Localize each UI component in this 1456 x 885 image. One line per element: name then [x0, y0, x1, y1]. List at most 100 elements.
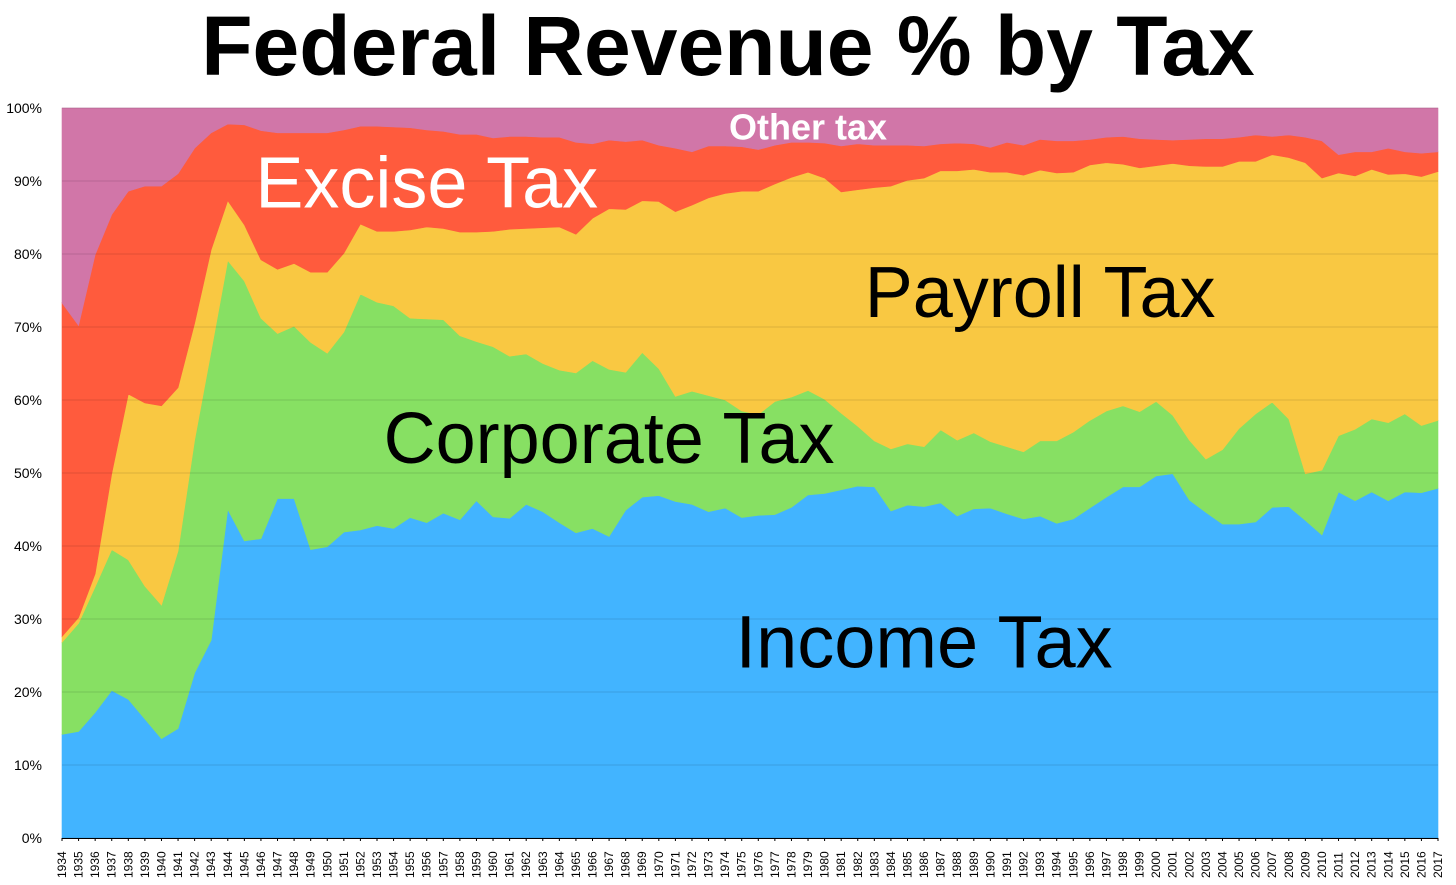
x-tick-label: 2013: [1365, 851, 1379, 878]
other-tax-label: Other tax: [729, 106, 887, 147]
x-tick-label: 1953: [370, 851, 384, 878]
x-tick-label: 2001: [1166, 851, 1180, 878]
x-tick-label: 2003: [1199, 851, 1213, 878]
chart-title: Federal Revenue % by Tax: [201, 0, 1255, 93]
x-tick-label: 1976: [751, 851, 765, 878]
x-tick-label: 1996: [1083, 851, 1097, 878]
x-tick-label: 2010: [1315, 851, 1329, 878]
y-tick-label: 80%: [14, 246, 42, 262]
x-tick-label: 1987: [934, 851, 948, 878]
x-tick-label: 1946: [254, 851, 268, 878]
x-tick-label: 2012: [1348, 851, 1362, 878]
x-tick-label: 1985: [900, 851, 914, 878]
x-tick-label: 1949: [304, 851, 318, 878]
x-tick-label: 1986: [917, 851, 931, 878]
x-tick-label: 1943: [204, 851, 218, 878]
y-tick-label: 90%: [14, 173, 42, 189]
y-tick-label: 20%: [14, 684, 42, 700]
x-tick-label: 1956: [420, 851, 434, 878]
x-tick-label: 1961: [503, 851, 517, 878]
y-tick-label: 30%: [14, 611, 42, 627]
gridlines: [62, 107, 1438, 839]
x-tick-label: 1981: [834, 851, 848, 878]
x-tick-label: 1960: [486, 851, 500, 878]
excise-tax-label: Excise Tax: [255, 143, 598, 223]
x-tick-label: 1944: [221, 851, 235, 878]
x-tick-label: 1942: [188, 851, 202, 878]
x-axis-ticks: 1934 1935 1936 1937 1938 1939 1940 1941 1942 1943…: [55, 838, 1445, 878]
x-tick-label: 2002: [1182, 851, 1196, 878]
x-tick-label: 1935: [72, 851, 86, 878]
area-labels: Income Tax Corporate Tax Payroll Tax Excise…: [255, 106, 1215, 683]
x-tick-label: 1993: [1033, 851, 1047, 878]
x-tick-label: 1983: [867, 851, 881, 878]
income-tax-label: Income Tax: [736, 601, 1113, 684]
x-tick-label: 1969: [635, 851, 649, 878]
x-tick-label: 1959: [469, 851, 483, 878]
x-tick-label: 1958: [453, 851, 467, 878]
x-tick-label: 2005: [1232, 851, 1246, 878]
x-tick-label: 1948: [287, 851, 301, 878]
x-tick-label: 2014: [1381, 851, 1395, 878]
x-tick-label: 1974: [718, 851, 732, 878]
x-tick-label: 1938: [121, 851, 135, 878]
x-tick-label: 2006: [1249, 851, 1263, 878]
y-tick-label: 50%: [14, 465, 42, 481]
x-tick-label: 1988: [950, 851, 964, 878]
x-tick-label: 1979: [801, 851, 815, 878]
x-tick-label: 1971: [668, 851, 682, 878]
x-tick-label: 1970: [652, 851, 666, 878]
x-tick-label: 1955: [403, 851, 417, 878]
x-tick-label: 1963: [536, 851, 550, 878]
x-tick-label: 1999: [1133, 851, 1147, 878]
x-tick-label: 1973: [702, 851, 716, 878]
x-tick-label: 1994: [1050, 851, 1064, 878]
x-tick-label: 1952: [353, 851, 367, 878]
x-tick-label: 1989: [967, 851, 981, 878]
x-tick-label: 1978: [784, 851, 798, 878]
x-tick-label: 1965: [569, 851, 583, 878]
x-tick-label: 1972: [685, 851, 699, 878]
x-tick-label: 1934: [55, 851, 69, 878]
x-tick-label: 1947: [271, 851, 285, 878]
x-tick-label: 1940: [154, 851, 168, 878]
y-tick-label: 70%: [14, 319, 42, 335]
x-tick-label: 1977: [768, 851, 782, 878]
y-tick-label: 40%: [14, 538, 42, 554]
x-tick-label: 1991: [1000, 851, 1014, 878]
x-tick-label: 1992: [1017, 851, 1031, 878]
y-tick-label: 10%: [14, 757, 42, 773]
x-tick-label: 1936: [88, 851, 102, 878]
corporate-tax-label: Corporate Tax: [384, 399, 835, 479]
x-tick-label: 1998: [1116, 851, 1130, 878]
x-tick-label: 1939: [138, 851, 152, 878]
x-tick-label: 2007: [1265, 851, 1279, 878]
payroll-tax-label: Payroll Tax: [865, 253, 1216, 333]
x-tick-label: 2008: [1282, 851, 1296, 878]
x-tick-label: 1997: [1099, 851, 1113, 878]
areas-layer: [61, 107, 1439, 839]
other-tax-area: [61, 107, 1439, 327]
x-tick-label: 1962: [519, 851, 533, 878]
y-tick-label: 60%: [14, 392, 42, 408]
x-tick-label: 2004: [1215, 851, 1229, 878]
x-tick-label: 1941: [171, 851, 185, 878]
x-tick-label: 1980: [818, 851, 832, 878]
x-tick-label: 1975: [735, 851, 749, 878]
x-tick-label: 1950: [320, 851, 334, 878]
x-tick-label: 1966: [586, 851, 600, 878]
x-tick-label: 1968: [619, 851, 633, 878]
x-tick-label: 1951: [337, 851, 351, 878]
x-tick-label: 1982: [851, 851, 865, 878]
x-tick-label: 2000: [1149, 851, 1163, 878]
x-tick-label: 1937: [105, 851, 119, 878]
x-tick-label: 2009: [1298, 851, 1312, 878]
x-tick-label: 1957: [436, 851, 450, 878]
y-tick-label: 100%: [6, 100, 42, 116]
x-tick-label: 1990: [983, 851, 997, 878]
x-tick-label: 2011: [1332, 852, 1346, 878]
x-tick-label: 1964: [552, 851, 566, 878]
x-tick-label: 1995: [1066, 851, 1080, 878]
x-tick-label: 1945: [237, 851, 251, 878]
